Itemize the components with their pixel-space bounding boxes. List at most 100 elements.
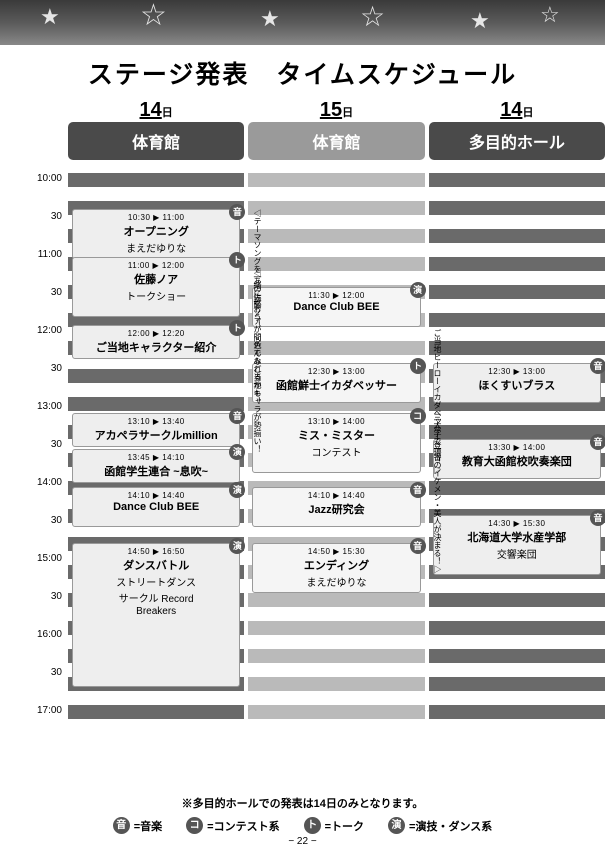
event-sub: トークショー — [75, 288, 237, 303]
legend-label: =トーク — [325, 818, 364, 834]
column-venue: 体育館 — [248, 122, 424, 160]
event-name: Dance Club BEE — [255, 301, 417, 313]
schedule-column: 14日体育館10:30 ▶ 11:00オープニングまえだゆりな音11:00 ▶ … — [68, 99, 244, 739]
legend-badge: ト — [304, 817, 321, 834]
legend-label: =コンテスト系 — [207, 818, 279, 834]
legend-item: 音=音楽 — [113, 817, 162, 834]
event-time: 13:30 ▶ 14:00 — [436, 443, 598, 452]
event-time: 14:30 ▶ 15:30 — [436, 519, 598, 528]
time-label: 10:00 — [37, 173, 62, 184]
time-label: 30 — [51, 667, 62, 678]
event-time: 13:10 ▶ 14:00 — [255, 417, 417, 426]
column-venue: 体育館 — [68, 122, 244, 160]
time-label: 30 — [51, 211, 62, 222]
event-sub: サークル Record — [75, 590, 237, 605]
event-sub: まえだゆりな — [75, 240, 237, 255]
event-name: オープニング — [75, 223, 237, 239]
event-name: Dance Club BEE — [75, 501, 237, 513]
event-block: 11:30 ▶ 12:00Dance Club BEE演 — [252, 287, 420, 327]
event-block: 14:10 ▶ 14:40Jazz研究会音 — [252, 487, 420, 527]
column-date: 14日 — [68, 99, 244, 122]
side-note: 三大学で一番のイケメン・美人が決まる！▷ — [416, 413, 442, 573]
event-name: Jazz研究会 — [255, 501, 417, 517]
event-name: アカペラサークルmillion — [75, 427, 237, 443]
side-note: ◁色んなご当地キャラが勢揃い！ — [236, 333, 262, 453]
event-time: 13:45 ▶ 14:10 — [75, 453, 237, 462]
event-time: 11:30 ▶ 12:00 — [255, 291, 417, 300]
time-label: 14:00 — [37, 477, 62, 488]
event-name: ほくすいブラス — [436, 377, 598, 393]
footer: ※多目的ホールでの発表は14日のみとなります。 音=音楽 コ=コンテスト系 ト=トー… — [0, 795, 605, 847]
event-name: エンディング — [255, 557, 417, 573]
legend-badge: コ — [186, 817, 203, 834]
event-badge: 演 — [410, 282, 426, 298]
event-name: 函館学生連合 ~息吹~ — [75, 463, 237, 479]
time-label: 12:00 — [37, 325, 62, 336]
event-block: 14:50 ▶ 15:30エンディングまえだゆりな音 — [252, 543, 420, 593]
event-block: 13:30 ▶ 14:00教育大函館校吹奏楽団音 — [433, 439, 601, 479]
legend-item: コ=コンテスト系 — [186, 817, 279, 834]
event-name: 教育大函館校吹奏楽団 — [436, 453, 598, 469]
legend-item: 演=演技・ダンス系 — [388, 817, 492, 834]
event-block: 14:10 ▶ 14:40Dance Club BEE演 — [72, 487, 240, 527]
header-decoration: ★ ☆ ★ ☆ ★ ☆ — [0, 0, 605, 45]
legend-label: =音楽 — [134, 818, 162, 834]
event-sub: まえだゆりな — [255, 574, 417, 589]
column-venue: 多目的ホール — [429, 122, 605, 160]
event-time: 12:30 ▶ 13:00 — [255, 367, 417, 376]
time-label: 15:00 — [37, 553, 62, 564]
event-name: ダンスバトル — [75, 557, 237, 573]
event-time: 14:10 ▶ 14:40 — [75, 491, 237, 500]
schedule: 10:00 30 11:00 30 12:00 30 13:00 30 14:00 30 15:00… — [28, 99, 605, 739]
legend-badge: 演 — [388, 817, 405, 834]
time-label: 30 — [51, 591, 62, 602]
event-time: 10:30 ▶ 11:00 — [75, 213, 237, 222]
schedule-column: 15日体育館11:30 ▶ 12:00Dance Club BEE演12:30 … — [248, 99, 424, 739]
event-block: 12:00 ▶ 12:20ご当地キャラクター紹介ト — [72, 325, 240, 359]
time-label: 17:00 — [37, 705, 62, 716]
event-time: 14:10 ▶ 14:40 — [255, 491, 417, 500]
event-sub: ストリートダンス — [75, 574, 237, 589]
time-label: 13:00 — [37, 401, 62, 412]
page-number: − 22 − — [0, 836, 605, 847]
event-time: 14:50 ▶ 16:50 — [75, 547, 237, 556]
schedule-column: 14日多目的ホール12:30 ▶ 13:00ほくすいブラス音13:30 ▶ 14… — [429, 99, 605, 739]
legend-item: ト=トーク — [304, 817, 364, 834]
event-block: 10:30 ▶ 11:00オープニングまえだゆりな音 — [72, 209, 240, 259]
event-block: 12:30 ▶ 13:00函館鮮士イカダベッサート — [252, 363, 420, 403]
time-label: 30 — [51, 515, 62, 526]
footer-note: ※多目的ホールでの発表は14日のみとなります。 — [0, 795, 605, 811]
event-block: 13:10 ▶ 13:40アカペラサークルmillion音 — [72, 413, 240, 447]
page-title: ステージ発表 タイムスケジュール — [0, 55, 605, 91]
event-block: 13:45 ▶ 14:10函館学生連合 ~息吹~演 — [72, 449, 240, 483]
event-name: 佐藤ノア — [75, 271, 237, 287]
event-time: 12:30 ▶ 13:00 — [436, 367, 598, 376]
time-label: 11:00 — [38, 249, 62, 260]
event-block: 13:10 ▶ 14:00ミス・ミスターコンテストコ — [252, 413, 420, 473]
event-block: 12:30 ▶ 13:00ほくすいブラス音 — [433, 363, 601, 403]
event-name: 函館鮮士イカダベッサー — [255, 377, 417, 393]
column-date: 15日 — [248, 99, 424, 122]
legend-badge: 音 — [113, 817, 130, 834]
event-name: ご当地キャラクター紹介 — [75, 339, 237, 355]
event-time: 11:00 ▶ 12:00 — [75, 261, 237, 270]
event-time: 14:50 ▶ 15:30 — [255, 547, 417, 556]
event-block: 14:30 ▶ 15:30北海道大学水産学部交響楽団音 — [433, 515, 601, 575]
time-label: 30 — [51, 439, 62, 450]
event-block: 14:50 ▶ 16:50ダンスバトルストリートダンスサークル RecordBr… — [72, 543, 240, 687]
time-label: 30 — [51, 287, 62, 298]
event-sub: コンテスト — [255, 444, 417, 459]
event-name: ミス・ミスター — [255, 427, 417, 443]
event-block: 11:00 ▶ 12:00佐藤ノアトークショート — [72, 257, 240, 317]
event-time: 12:00 ▶ 12:20 — [75, 329, 237, 338]
event-badge: 音 — [590, 358, 605, 374]
time-label: 16:00 — [37, 629, 62, 640]
event-sub: Breakers — [75, 606, 237, 617]
event-badge: 音 — [590, 434, 605, 450]
event-name: 北海道大学水産学部 — [436, 529, 598, 545]
event-sub: 交響楽団 — [436, 546, 598, 561]
legend: 音=音楽 コ=コンテスト系 ト=トーク 演=演技・ダンス系 — [0, 817, 605, 834]
event-time: 13:10 ▶ 13:40 — [75, 417, 237, 426]
column-date: 14日 — [429, 99, 605, 122]
legend-label: =演技・ダンス系 — [409, 818, 492, 834]
